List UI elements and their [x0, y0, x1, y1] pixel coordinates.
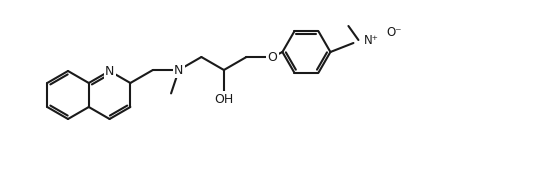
Text: N: N: [105, 65, 114, 78]
Text: O: O: [268, 50, 277, 63]
Text: O⁻: O⁻: [387, 26, 402, 39]
Text: N⁺: N⁺: [364, 33, 378, 46]
Text: N: N: [174, 63, 184, 77]
Text: OH: OH: [214, 92, 233, 105]
